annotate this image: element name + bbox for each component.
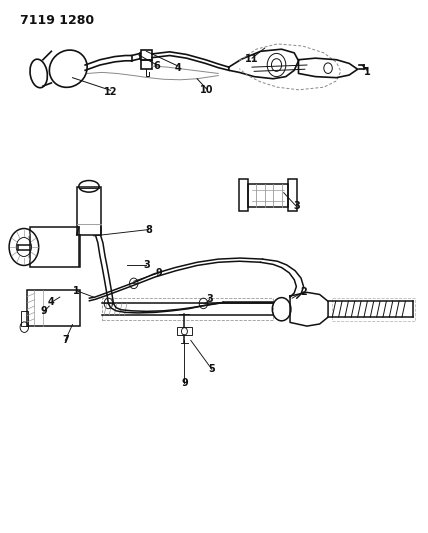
Text: 12: 12 xyxy=(104,87,117,97)
Text: 3: 3 xyxy=(206,294,213,304)
Text: 1: 1 xyxy=(73,286,80,296)
Text: 10: 10 xyxy=(199,85,213,95)
Text: 9: 9 xyxy=(41,306,48,316)
Text: 4: 4 xyxy=(48,297,55,308)
Text: 2: 2 xyxy=(300,287,307,297)
Text: 3: 3 xyxy=(143,260,150,270)
Text: 5: 5 xyxy=(208,365,215,374)
Text: 7: 7 xyxy=(62,335,68,345)
Text: 9: 9 xyxy=(156,268,163,278)
Text: 7119 1280: 7119 1280 xyxy=(20,14,94,27)
Text: 11: 11 xyxy=(245,54,259,64)
Text: 3: 3 xyxy=(293,201,300,212)
Text: 9: 9 xyxy=(181,377,188,387)
Text: 8: 8 xyxy=(145,224,152,235)
Text: 6: 6 xyxy=(154,61,160,71)
Text: 1: 1 xyxy=(363,67,370,77)
Text: 4: 4 xyxy=(175,63,181,72)
